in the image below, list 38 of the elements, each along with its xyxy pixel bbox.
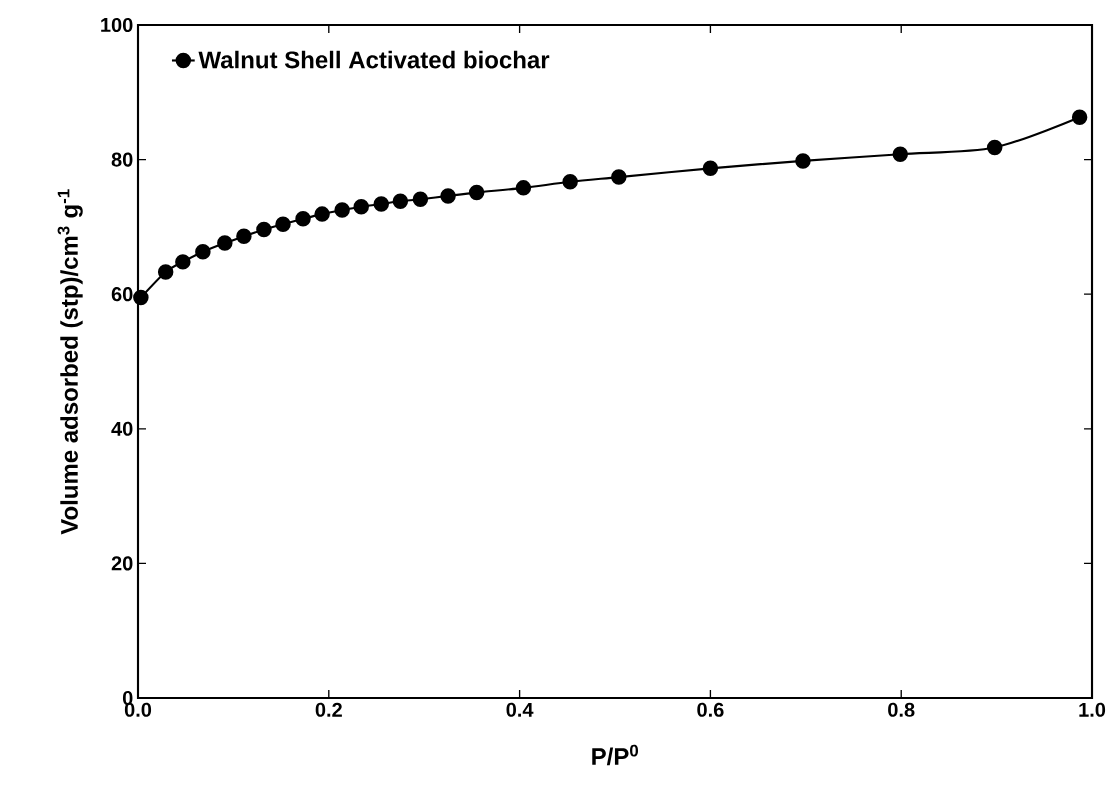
x-tick-label: 0.6 [697, 702, 724, 717]
point [175, 254, 191, 270]
point [1071, 109, 1088, 125]
point [217, 235, 233, 251]
point [515, 180, 532, 196]
point [412, 191, 429, 208]
point [353, 198, 369, 215]
point [892, 146, 908, 162]
point [295, 211, 311, 227]
point [702, 160, 719, 177]
point [256, 221, 272, 238]
x-tick-label: 0.2 [315, 702, 342, 717]
y-tick-label: 20 [111, 556, 133, 571]
x-axis-title: P/P$^{0}$ [592, 744, 638, 766]
legend-label: Walnut Shell Activated biochar [198, 50, 550, 69]
point [440, 188, 456, 204]
point [133, 289, 149, 306]
point [373, 196, 390, 212]
y-tick-label: 80 [111, 152, 133, 167]
y-axis-title: Volume adsorbed (stp)/cm$^{3}$ g$^{-1}$ [57, 189, 83, 535]
point [195, 244, 211, 260]
point [275, 216, 291, 232]
point [611, 169, 627, 185]
y-tick-label: 60 [111, 287, 133, 302]
y-tick-label: 40 [111, 421, 133, 436]
y-tick-label: 100 [101, 17, 133, 33]
point [562, 174, 578, 190]
x-tick-label: 0.8 [888, 702, 915, 717]
point [392, 193, 409, 210]
x-tick-label: 0.4 [506, 702, 534, 717]
point [334, 202, 350, 218]
x-tick-label: 1.0 [1079, 702, 1106, 717]
point [236, 228, 252, 245]
point [314, 206, 330, 222]
point [795, 153, 811, 169]
point [468, 184, 485, 201]
point [157, 264, 174, 280]
point [986, 139, 1003, 156]
